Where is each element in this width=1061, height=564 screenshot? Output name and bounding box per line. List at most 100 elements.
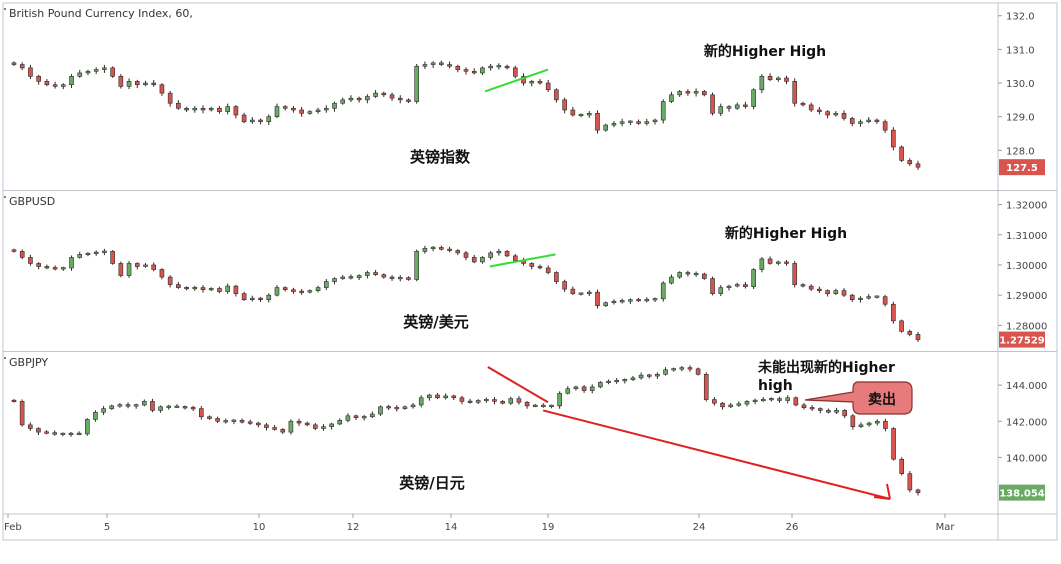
candle <box>451 395 457 399</box>
candle <box>126 81 132 87</box>
candle <box>833 113 839 116</box>
x-tick-label: 19 <box>542 522 555 533</box>
candle <box>663 369 668 375</box>
candle <box>315 287 321 291</box>
candle <box>217 107 222 112</box>
candle <box>554 272 559 282</box>
candle <box>184 287 189 290</box>
candle <box>841 290 847 296</box>
candle <box>414 251 419 280</box>
candle <box>907 331 913 335</box>
candle <box>736 403 742 406</box>
candle <box>52 84 58 87</box>
candle <box>126 263 132 276</box>
candle <box>93 411 98 420</box>
candle <box>258 119 263 123</box>
candle <box>44 266 50 269</box>
candle <box>693 272 699 276</box>
candle <box>282 106 288 109</box>
candle <box>143 264 148 267</box>
candle <box>241 114 247 123</box>
candle <box>734 284 740 287</box>
candle <box>833 290 839 294</box>
candle <box>899 320 904 332</box>
y-tick-label: 1.30000 <box>1006 261 1047 272</box>
candle <box>258 297 263 300</box>
candle <box>775 261 781 264</box>
candle <box>69 257 74 269</box>
panel-label: 英镑/日元 <box>399 474 464 492</box>
candle <box>223 420 229 423</box>
candle <box>825 290 830 294</box>
candle <box>225 106 230 112</box>
candle <box>882 121 888 131</box>
annotation-text: 新的Higher High <box>704 43 826 60</box>
trend-line <box>489 253 556 268</box>
candle <box>159 84 165 94</box>
candle <box>427 394 432 399</box>
candle <box>744 401 750 405</box>
candle <box>825 111 830 116</box>
candle <box>435 394 440 399</box>
candle <box>834 410 839 413</box>
candle <box>685 272 691 275</box>
candle <box>19 401 25 426</box>
candle <box>174 405 180 408</box>
candle <box>660 101 666 121</box>
candle <box>841 113 847 119</box>
candle <box>373 92 378 97</box>
candle <box>313 424 318 429</box>
candle <box>669 94 674 102</box>
candle <box>93 251 99 254</box>
sell-arrow-line <box>542 409 891 500</box>
candle <box>337 420 343 425</box>
candle <box>578 113 584 117</box>
candle <box>785 397 790 401</box>
annotation-text: 新的Higher High <box>725 225 847 242</box>
candle <box>751 269 756 288</box>
candle <box>554 89 559 101</box>
candle <box>274 287 280 296</box>
candle <box>93 69 99 72</box>
y-tick-label: 142.000 <box>1006 417 1047 428</box>
candle <box>500 401 505 404</box>
candle <box>11 62 17 65</box>
x-tick-label: 12 <box>347 522 360 533</box>
candle <box>397 97 403 101</box>
candle <box>545 82 551 91</box>
candle <box>143 82 148 86</box>
candle <box>455 65 461 70</box>
candle <box>11 249 17 252</box>
y-tick-label: 130.0 <box>1006 79 1035 90</box>
candle <box>414 65 419 102</box>
candle <box>775 77 781 80</box>
candle <box>291 107 296 111</box>
panel-label: 英镑/美元 <box>403 313 468 331</box>
callout-text: 卖出 <box>868 391 896 408</box>
candle <box>589 386 595 391</box>
candle <box>208 107 214 111</box>
candle <box>447 64 452 67</box>
y-tick-label: 1.28000 <box>1006 321 1047 332</box>
candle <box>422 248 428 252</box>
candle <box>184 107 189 111</box>
candle <box>365 272 370 276</box>
candle <box>348 276 354 279</box>
candle <box>669 276 674 284</box>
panel-title: GBPJPY <box>9 356 48 369</box>
candle <box>44 81 50 86</box>
candle <box>529 81 535 84</box>
candle <box>743 104 748 107</box>
candle <box>800 102 806 106</box>
candle <box>463 69 469 72</box>
candle <box>410 404 416 408</box>
candle <box>329 423 334 427</box>
candle <box>496 251 502 254</box>
candle <box>389 276 395 279</box>
candle <box>353 415 359 418</box>
candle <box>27 424 33 429</box>
candle <box>842 410 848 417</box>
candle <box>907 473 913 491</box>
candle <box>386 406 391 409</box>
candle <box>167 276 173 285</box>
